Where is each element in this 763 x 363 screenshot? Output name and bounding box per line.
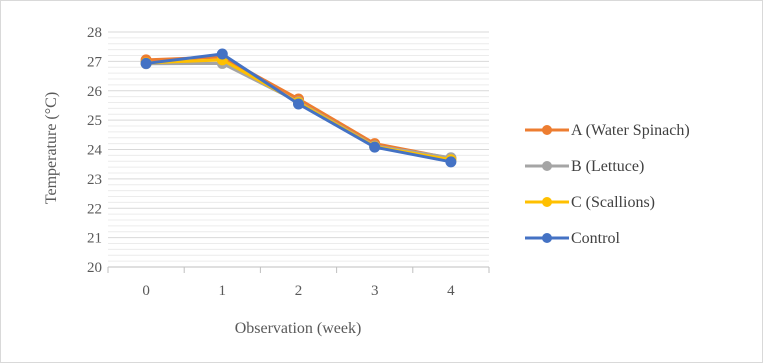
data-point — [445, 156, 457, 168]
data-point — [369, 141, 381, 153]
x-tick-label: 0 — [142, 283, 150, 299]
legend-label: Control — [571, 230, 620, 247]
legend-swatch-marker — [542, 233, 552, 243]
y-tick-label: 22 — [87, 201, 102, 217]
grid-lines — [108, 31, 489, 262]
y-tick-label: 23 — [87, 172, 102, 188]
legend-entry: B (Lettuce) — [525, 158, 644, 175]
x-tick-label: 3 — [371, 283, 379, 299]
y-tick-label: 27 — [87, 54, 103, 70]
data-point — [216, 48, 228, 60]
x-axis-title: Observation (week) — [235, 320, 362, 337]
legend-swatch-marker — [542, 125, 552, 135]
y-tick-label: 21 — [87, 231, 102, 247]
legend: A (Water Spinach) B (Lettuce) C (Scallions… — [525, 122, 690, 247]
legend-swatch-marker — [542, 161, 552, 171]
data-point — [140, 57, 152, 69]
y-tick-label: 26 — [87, 84, 103, 100]
x-tick-label: 4 — [447, 283, 455, 299]
x-tick-label: 1 — [219, 283, 227, 299]
y-axis-title: Temperature (°C) — [43, 92, 60, 204]
y-tick-label: 20 — [87, 260, 102, 276]
series-lines — [140, 48, 457, 168]
legend-label: A (Water Spinach) — [571, 122, 690, 139]
y-tick-label: 28 — [87, 25, 102, 41]
legend-swatch-marker — [542, 197, 552, 207]
legend-label: B (Lettuce) — [571, 158, 644, 175]
series-3 — [140, 48, 457, 168]
legend-entry: A (Water Spinach) — [525, 122, 690, 139]
x-tick-label: 2 — [295, 283, 303, 299]
legend-label: C (Scallions) — [571, 194, 655, 211]
y-tick-label: 25 — [87, 113, 102, 129]
y-tick-label: 24 — [87, 143, 103, 159]
legend-entry: Control — [525, 230, 620, 247]
legend-entry: C (Scallions) — [525, 194, 655, 211]
data-point — [293, 98, 304, 110]
